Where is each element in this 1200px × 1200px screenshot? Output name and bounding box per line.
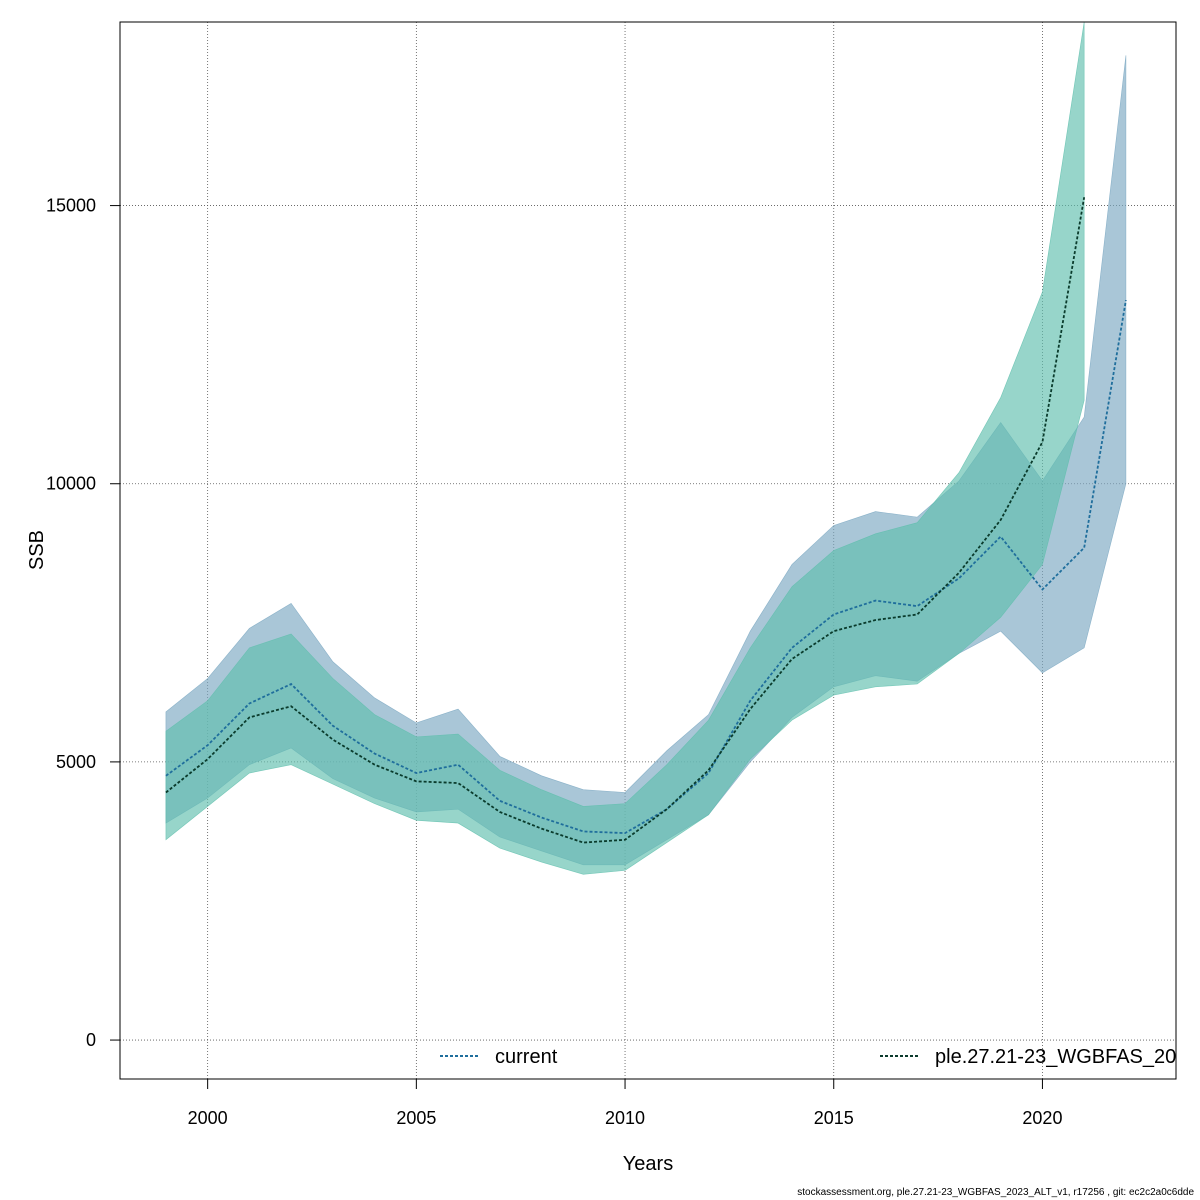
axes: 2000 2005 2010 2015 2020 0 5000 10000 15000 <box>46 196 1063 1128</box>
band-series-1 <box>165 22 1085 875</box>
x-tick-label-2020: 2020 <box>1022 1108 1062 1128</box>
y-axis-title: SSB <box>26 530 48 570</box>
x-tick-label-2015: 2015 <box>814 1108 854 1128</box>
y-tick-label-10000: 10000 <box>46 474 96 494</box>
legend: current ple.27.21-23_WGBFAS_20 <box>440 1046 1176 1068</box>
x-tick-label-2005: 2005 <box>396 1108 436 1128</box>
legend-label-current: current <box>495 1046 558 1068</box>
y-tick-label-5000: 5000 <box>56 752 96 772</box>
line-series-0 <box>165 300 1127 835</box>
x-tick-label-2010: 2010 <box>605 1108 645 1128</box>
footer-credit: stockassessment.org, ple.27.21-23_WGBFAS… <box>797 1187 1194 1198</box>
x-tick-label-2000: 2000 <box>188 1108 228 1128</box>
y-tick-label-15000: 15000 <box>46 196 96 216</box>
line-series-1 <box>165 197 1086 844</box>
legend-label-wgbfas: ple.27.21-23_WGBFAS_20 <box>935 1046 1176 1068</box>
series-lines <box>165 197 1127 844</box>
confidence-bands <box>165 22 1127 875</box>
y-tick-label-0: 0 <box>86 1030 96 1050</box>
x-axis-title: Years <box>623 1153 673 1175</box>
